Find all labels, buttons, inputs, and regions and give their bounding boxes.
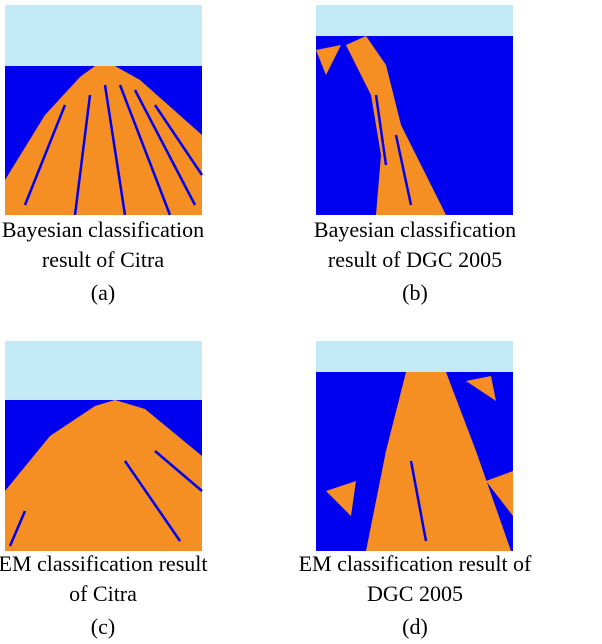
sky-region: [316, 5, 513, 36]
caption-line: EM classification result: [0, 551, 207, 576]
subfigure-label: (b): [402, 280, 428, 305]
caption-line: Bayesian classification: [314, 217, 516, 242]
caption-line: Bayesian classification: [2, 217, 204, 242]
sky-region: [5, 341, 202, 400]
subfigure-label: (c): [91, 614, 115, 639]
caption-line: result of DGC 2005: [328, 247, 502, 272]
caption-line: DGC 2005: [367, 581, 463, 606]
caption-line: of Citra: [69, 581, 137, 606]
subfigure-label: (a): [91, 280, 115, 305]
figure-image: [5, 5, 202, 215]
figure-image: [316, 341, 513, 551]
figure-image: [316, 5, 513, 215]
figure-image: [5, 341, 202, 551]
caption-line: EM classification result of: [299, 551, 532, 576]
figure-panel: Bayesian classification result of Citra (a…: [0, 0, 602, 644]
subfigure-label: (d): [402, 614, 428, 639]
caption-line: result of Citra: [42, 247, 164, 272]
sky-region: [316, 341, 513, 372]
sky-region: [5, 5, 202, 66]
